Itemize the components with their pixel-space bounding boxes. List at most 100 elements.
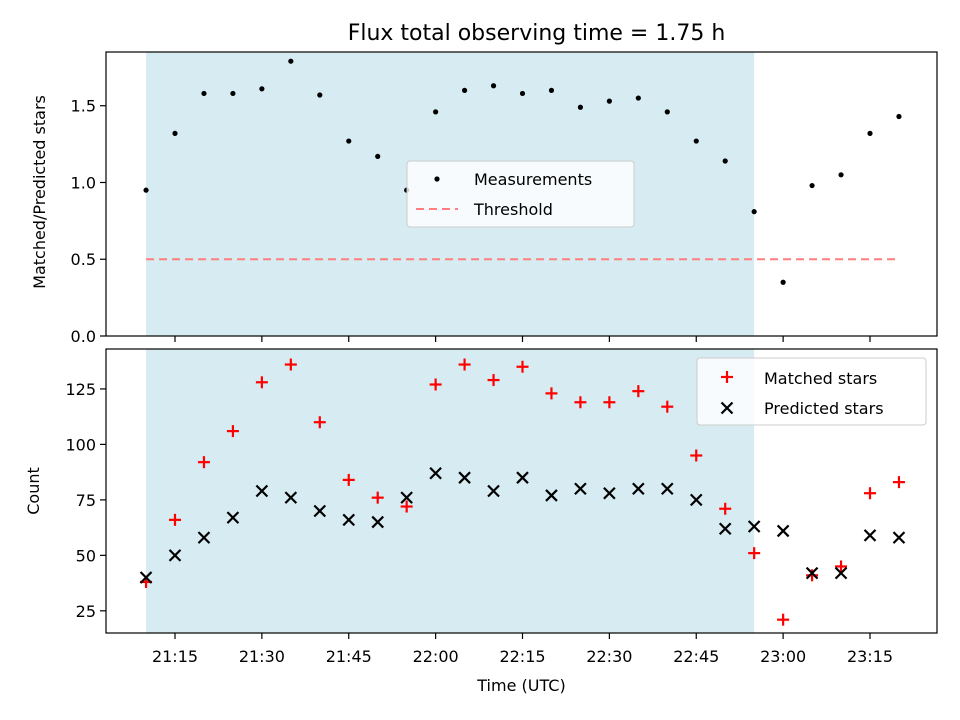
predicted-star-point [400,491,413,504]
x-tick-label: 23:00 [760,647,806,666]
ratio-y-axis-label: Matched/Predicted stars [30,95,49,289]
predicted-star-point [168,549,182,562]
matched-star-point [632,385,645,398]
x-tick-label: 22:00 [413,647,459,666]
legend-predicted-marker [720,401,734,415]
measurement-point [259,86,265,92]
predicted-star-point [632,482,645,496]
predicted-star-point [139,571,153,584]
x-tick-label: 22:45 [673,647,719,666]
predicted-star-point [429,466,442,480]
predicted-star-point [371,515,384,529]
matched-star-point [371,491,384,504]
y-tick-label: 25 [76,602,96,621]
measurement-point [867,130,873,136]
measurement-point [230,90,236,97]
matched-star-point [864,487,876,500]
matched-star-point [719,502,732,515]
predicted-star-point [603,486,616,500]
matched-star-point [806,569,819,582]
matched-star-point [748,547,761,560]
predicted-star-point [689,493,703,507]
legend-predicted-glyph [720,401,734,415]
x-tick-label: 21:30 [239,647,285,666]
legend-matched-glyph [721,371,733,383]
legend-measurements-label: Measurements [474,170,592,189]
measurement-point [722,158,728,164]
measurement-point [548,87,555,93]
y-tick-label: 50 [76,546,96,565]
count-legend: Matched stars Predicted stars [696,357,927,426]
measurement-point [896,113,902,120]
x-tick-label: 22:30 [586,647,632,666]
matched-star-point [342,473,355,486]
predicted-star-point [574,482,587,496]
x-tick-label: 21:15 [152,647,198,666]
predicted-stars-points [139,466,906,584]
matched-star-point [516,360,529,373]
x-axis-label: Time (UTC) [476,676,565,695]
measurement-point [693,138,699,144]
ratio-x-ticks [174,336,871,342]
count-y-ticks: 25 50 75 100 125 [65,380,106,621]
predicted-star-point [197,531,211,544]
x-tick-label: 23:15 [847,647,893,666]
ratio-panel: 0.0 0.5 1.0 1.5 Flux total observing time =… [30,21,938,346]
predicted-star-point [805,566,819,580]
y-tick-label: 0.0 [71,327,96,346]
matched-star-point [400,500,413,513]
measurement-point [433,109,439,115]
matched-star-point [284,358,297,371]
matched-star-point [226,425,239,438]
matched-stars-points [140,358,905,626]
count-x-ticks: 21:15 21:30 21:45 22:00 22:15 22:30 22:45 23:00… [152,633,893,666]
measurement-point [577,104,584,110]
predicted-star-point [718,522,732,535]
matched-star-point [661,400,674,413]
matched-star-point [313,416,326,429]
measurement-point [288,58,294,64]
predicted-star-point [545,489,558,502]
ratio-y-ticks: 0.0 0.5 1.0 1.5 [71,97,106,346]
matched-star-point [487,374,500,387]
measurement-point [838,172,844,178]
predicted-star-point [458,471,471,484]
legend-matched-label: Matched stars [764,369,877,388]
measurement-point [490,83,497,89]
measurement-point [664,109,670,115]
matched-star-point [545,387,558,400]
predicted-star-point [487,484,500,498]
matched-star-point [603,396,616,409]
matched-star-point [169,513,181,526]
predicted-star-point [516,471,529,484]
measurement-point [172,130,178,136]
y-tick-label: 1.0 [71,173,96,192]
matched-star-point [690,449,703,462]
y-tick-label: 100 [65,435,96,454]
y-tick-label: 0.5 [71,250,96,269]
y-tick-label: 125 [65,380,96,399]
predicted-star-point [863,529,877,542]
measurement-point [461,87,468,93]
predicted-star-point [747,520,761,533]
measurement-point [519,90,526,97]
legend-measurements-marker [434,176,440,182]
matched-star-point [892,476,905,489]
measurement-point [143,187,149,193]
predicted-star-point [342,513,356,527]
measurement-point [780,279,786,285]
measurement-point [635,95,641,101]
legend-predicted-label: Predicted stars [764,399,884,418]
legend-threshold-label: Threshold [473,200,553,219]
predicted-star-point [255,484,269,498]
measurement-point [346,138,352,144]
ratio-legend: Measurements Threshold [406,160,635,228]
ratio-legend-box [406,160,635,228]
measurement-point [809,182,815,189]
observing-window-span [146,349,755,633]
matched-star-point [777,613,790,626]
matched-star-point [255,376,268,389]
measurement-point [606,98,612,104]
predicted-star-point [776,524,790,538]
